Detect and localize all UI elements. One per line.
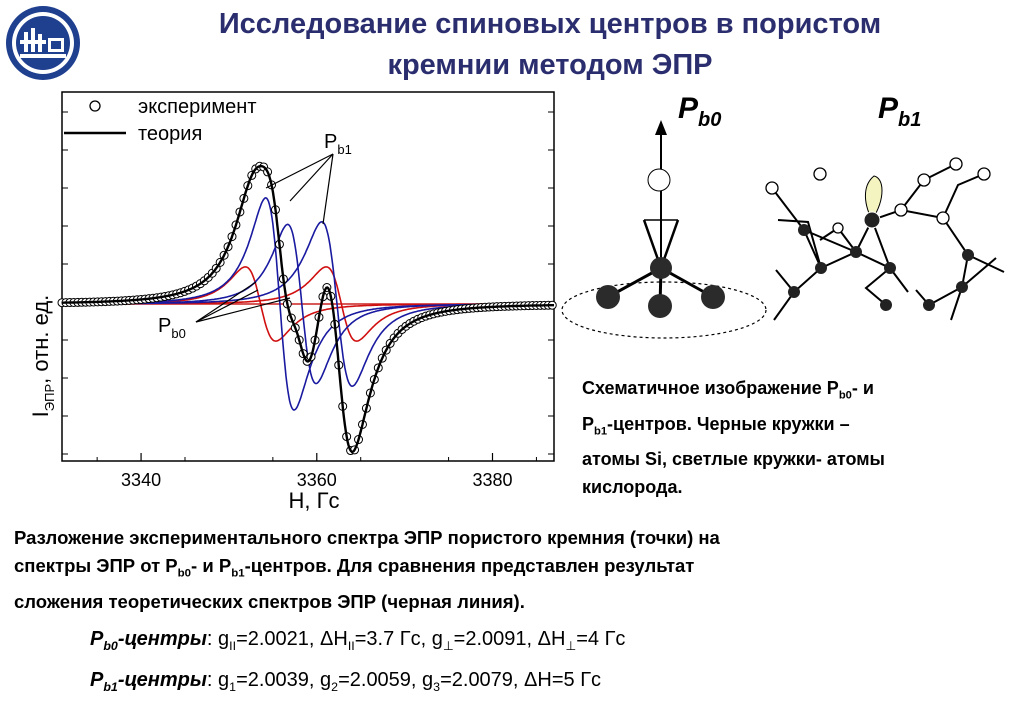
description-line-1: Разложение экспериментального спектра ЭП… [14,527,720,548]
pb0-pointer [195,281,257,323]
description-line-2: спектры ЭПР от Pb0- и Pb1-центров. Для с… [14,555,695,580]
pb1-atoms [765,157,991,311]
pb0-si-atom-middle [648,294,672,318]
annotation-pb1: Pb1 [324,131,352,157]
pb1-o-atom [894,203,908,217]
x-tick-label: 3380 [472,470,512,490]
theory-line [62,164,554,454]
y-axis-label-rest: , отн. ед. [28,295,53,384]
x-tick-label: 3340 [121,470,161,490]
pb0-structure [561,120,767,339]
pb0-plane-ellipse [561,281,767,339]
plot-frame [61,91,555,462]
caption-line-4: кислорода. [582,477,683,498]
pb1-pointer [322,153,334,225]
pb0-arrow-head [655,120,667,135]
pb0-si-atom-center [650,257,672,279]
pb1-si-atom [798,224,810,236]
pb1-orbital-lobe [865,175,883,222]
pb1-si-atom [880,299,892,311]
caption-line-3: атомы Si, светлые кружки- атомы [582,449,885,470]
pb0-si-atom-left [596,285,620,309]
pb1-o-atom [977,167,991,181]
title-line-2: кремнии методом ЭПР [387,49,713,81]
pb1-si-atom [923,299,935,311]
pb0-orbital-circle [647,168,671,192]
description-line-3: сложения теоретических спектров ЭПР (чер… [14,590,525,612]
pb1-structure [771,163,1005,321]
university-logo-icon [6,6,80,80]
pb1-si-atom [815,262,827,274]
pb1-pointer [289,153,334,202]
center-parameters: Pb0-центры: gII=2.0021, ΔHII=3.7 Гс, g⊥=… [90,622,625,704]
pb1-pointer [265,153,334,189]
caption-line-2: Pb1-центров. Черные кружки – [582,413,850,438]
pb1-o-atom [917,173,931,187]
pb0-parameters: Pb0-центры: gII=2.0021, ΔHII=3.7 Гс, g⊥=… [90,628,626,653]
pb1-o-atom [936,211,950,225]
pb1-o-atom [832,222,844,234]
pb0-pointer [195,297,291,323]
epr-spectrum-chart: 3340 3360 3380 H, Гс IЭПР, отн. ед. экспер… [28,91,557,513]
pb1-si-atom [962,249,974,261]
pb1-si-atom-dangling [863,211,881,229]
caption-line-1: Схематичное изображение Pb0- и [582,378,874,402]
title-line-1: Исследование спиновых центров в пористом [218,8,882,40]
pb1-o-atom [813,167,827,181]
pb0-pointer [195,289,259,323]
pb1-si-atom [884,262,896,274]
scheme-label-pb0: Pb0 [678,92,721,131]
pb1-si-atom [956,281,968,293]
annotation-pb0: Pb0 [158,315,186,341]
legend-experiment-label: эксперимент [138,96,257,118]
pb-centers-scheme: Pb0 Pb1 [561,92,1005,339]
x-tick-label: 3360 [297,470,337,490]
legend-experiment-marker [89,100,101,112]
pb1-o-atom [765,181,779,195]
pb1-si-atom [850,246,862,258]
scheme-label-pb1: Pb1 [878,92,921,131]
figure-description: Разложение экспериментального спектра ЭП… [14,524,1014,616]
scheme-caption: Схематичное изображение Pb0- и Pb1-центр… [582,374,1002,501]
y-axis-label-sub: ЭПР [42,384,57,411]
x-axis-label: H, Гс [288,488,339,513]
pb1-o-atom [949,157,963,171]
page-title: Исследование спиновых центров в пористом… [90,4,1010,86]
pb1-si-atom [788,286,800,298]
y-axis-label: IЭПР, отн. ед. [28,295,57,418]
pb1-parameters: Pb1-центры: g1=2.0039, g2=2.0059, g3=2.0… [90,669,602,694]
pb0-si-atom-right [701,285,725,309]
y-axis-label-main: I [28,411,53,417]
legend-theory-label: теория [138,123,202,145]
